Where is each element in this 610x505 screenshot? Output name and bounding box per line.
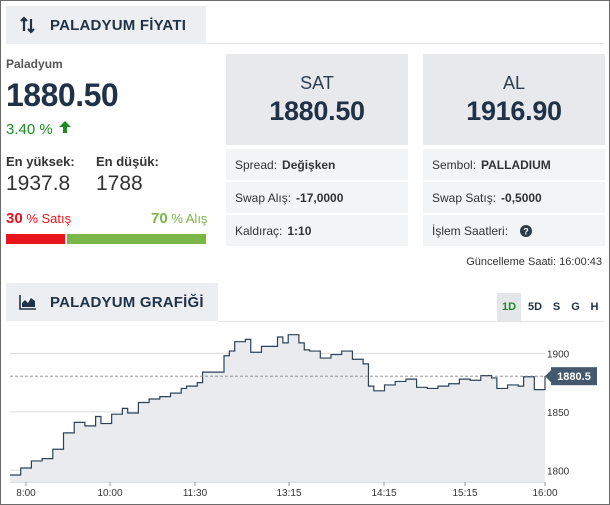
swap-sell-label: Swap Satış: — [432, 190, 497, 205]
sell-percentage: 30 % Satış — [6, 210, 71, 227]
instrument-name: Paladyum — [6, 57, 63, 71]
buy-pct-label: % Alış — [171, 211, 208, 226]
timeframe-tab-h[interactable]: H — [590, 301, 599, 313]
swap-buy-value: -17,0000 — [296, 190, 344, 205]
timeframe-tab-g[interactable]: G — [571, 301, 580, 313]
sell-quote-box: SAT 1880.50 — [226, 54, 408, 145]
low-label: En düşük: — [96, 154, 159, 169]
trading-hours-row: İşlem Saatleri: ? — [423, 215, 605, 246]
spread-value: Değişken — [282, 157, 336, 172]
leverage-row: Kaldıraç: 1:10 — [226, 215, 408, 246]
leverage-label: Kaldıraç: — [235, 223, 283, 238]
help-circle-icon[interactable]: ? — [520, 224, 533, 237]
swap-sell-value: -0,5000 — [501, 190, 542, 205]
timeframe-tab-5d[interactable]: 5D — [527, 301, 543, 313]
swap-buy-label: Swap Alış: — [235, 190, 292, 205]
timeframe-tab-s[interactable]: S — [552, 301, 561, 313]
swap-buy-row: Swap Alış: -17,0000 — [226, 182, 408, 213]
symbol-label: Sembol: — [432, 157, 477, 172]
sell-ratio-bar — [6, 234, 65, 244]
price-section-title: PALADYUM FİYATI — [50, 16, 187, 34]
area-chart-icon — [6, 294, 50, 310]
leverage-value: 1:10 — [287, 223, 312, 238]
price-change: 3.40 % — [6, 120, 72, 138]
sort-arrows-icon — [6, 16, 50, 34]
buy-quote-label: AL — [502, 73, 526, 93]
high-label: En yüksek: — [6, 154, 75, 169]
buy-pct-value: 70 — [151, 210, 168, 227]
spread-row: Spread: Değişken — [226, 149, 408, 180]
change-value: 3.40 % — [6, 120, 53, 138]
up-arrow-icon — [58, 120, 72, 138]
sell-pct-label: % Satış — [26, 211, 72, 226]
sell-pct-value: 30 — [6, 210, 23, 227]
svg-text:?: ? — [523, 226, 529, 236]
trading-hours-label: İşlem Saatleri: — [432, 223, 509, 238]
sell-quote-value: 1880.50 — [269, 96, 365, 126]
timeframe-tab-1d[interactable]: 1D — [497, 293, 521, 321]
buy-percentage: 70 % Alış — [151, 210, 207, 227]
chart-section-title: PALADYUM GRAFİĞİ — [50, 293, 204, 311]
swap-sell-row: Swap Satış: -0,5000 — [423, 182, 605, 213]
buy-ratio-bar — [67, 234, 206, 244]
chart-header-underline — [218, 321, 604, 322]
current-price: 1880.50 — [6, 77, 119, 113]
chart-section-header: PALADYUM GRAFİĞİ — [6, 283, 218, 321]
header-underline — [206, 43, 604, 44]
price-section-header: PALADYUM FİYATI — [6, 6, 206, 44]
symbol-row: Sembol: PALLADIUM — [423, 149, 605, 180]
update-time: Güncelleme Saati: 16:00:43 — [466, 256, 602, 268]
sell-quote-label: SAT — [300, 73, 334, 93]
buy-quote-box: AL 1916.90 — [423, 54, 605, 145]
spread-label: Spread: — [235, 157, 278, 172]
low-value: 1788 — [96, 172, 143, 195]
buy-quote-value: 1916.90 — [466, 96, 562, 126]
high-value: 1937.8 — [6, 172, 71, 195]
symbol-value: PALLADIUM — [481, 157, 551, 172]
